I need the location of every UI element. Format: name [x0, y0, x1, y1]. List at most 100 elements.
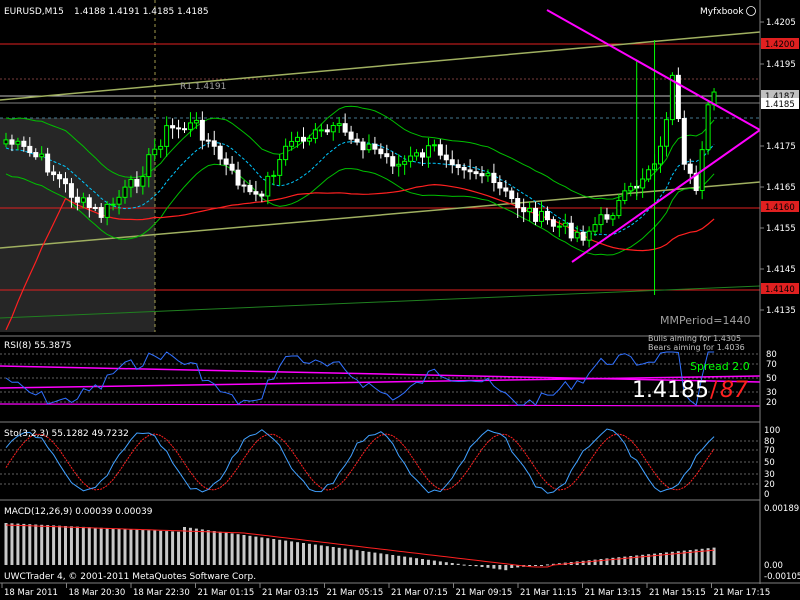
macd-bar	[93, 527, 97, 565]
macd-bar	[254, 536, 258, 565]
macd-bar	[706, 548, 710, 565]
stochastic-tick-label: 30	[764, 470, 775, 480]
macd-bar	[325, 546, 329, 565]
macd-bar	[480, 565, 484, 567]
candle-body	[110, 203, 116, 206]
macd-bar	[432, 560, 436, 565]
stochastic-tick-label: 50	[764, 458, 775, 468]
macd-bar	[4, 523, 8, 565]
macd-pane[interactable]: MACD(12,26,9) 0.00039 0.00039 UWCTrader …	[0, 501, 760, 582]
candle-body	[705, 104, 711, 151]
macd-bar	[474, 565, 478, 567]
candle-body	[431, 144, 437, 147]
macd-bar	[224, 532, 228, 565]
macd-bar	[69, 526, 73, 565]
time-tick-label: 21 Mar 13:15	[585, 588, 642, 598]
channel-lower-line	[0, 181, 761, 249]
macd-tick-label: -0.00105	[764, 572, 800, 582]
candle-body	[68, 183, 74, 198]
candle-body	[170, 125, 176, 129]
macd-bar	[456, 563, 460, 565]
pivot-r1-label: R1 1.4191	[180, 82, 226, 92]
candle-body	[515, 198, 521, 209]
macd-bar	[486, 565, 490, 568]
candle-body	[562, 222, 568, 227]
candle-body	[265, 175, 271, 197]
big-price-separator: /	[710, 378, 718, 403]
macd-bar	[599, 559, 603, 565]
candle-body	[479, 173, 485, 177]
rsi-tick-label: 70	[766, 360, 777, 370]
candle-body	[568, 222, 574, 239]
moving-average-dashed	[5, 141, 715, 236]
stochastic-tick-label: 80	[764, 437, 775, 447]
main-price-pane[interactable]: EURUSD,M15 1.4188 1.4191 1.4185 1.4185 M…	[0, 0, 800, 336]
price-tag-label: 1.4160	[765, 203, 795, 213]
rsi-trendline-base	[0, 403, 761, 407]
macd-bar	[236, 534, 240, 565]
macd-bar	[415, 558, 419, 565]
candle-body	[384, 153, 390, 158]
candle-body	[241, 184, 247, 187]
candle-body	[455, 164, 461, 168]
symbol-header: EURUSD,M15	[4, 7, 64, 17]
candle-body	[283, 145, 289, 161]
candle-body	[271, 174, 277, 177]
macd-bar	[141, 529, 145, 565]
candle-body	[187, 122, 193, 130]
candle-body	[610, 215, 616, 220]
price-axis[interactable]: 1.4205 1.4195 1.4175 1.4165 1.4155 1.4145 1.41…	[759, 0, 800, 584]
candle-body	[86, 197, 92, 208]
rsi-pane[interactable]: RSI(8) 55.3875 Bulls aiming for 1.4305 B…	[0, 334, 761, 421]
ohlc-values: 1.4188 1.4191 1.4185 1.4185	[74, 7, 209, 17]
stochastic-main-line	[5, 428, 715, 494]
candle-body	[205, 139, 211, 142]
macd-bar	[450, 563, 454, 565]
price-tag	[761, 201, 799, 212]
macd-bar	[302, 543, 305, 565]
macd-bar	[379, 553, 383, 565]
macd-bar	[617, 557, 621, 565]
macd-bar	[22, 523, 26, 565]
candle-body	[503, 187, 509, 192]
time-tick-label: 21 Mar 09:15	[456, 588, 513, 598]
candle-body	[104, 203, 110, 218]
copyright-text: UWCTrader 4, © 2001-2011 MetaQuotes Soft…	[4, 572, 256, 582]
candle-body	[128, 179, 134, 188]
candle-body	[45, 153, 51, 173]
macd-bar	[540, 565, 543, 566]
time-tick-label: 21 Mar 01:15	[198, 588, 255, 598]
macd-bar	[605, 558, 609, 565]
candle-body	[485, 172, 491, 177]
macd-bar	[177, 531, 181, 565]
mm-period-label: MMPeriod=1440	[660, 314, 751, 327]
candle-body	[449, 159, 455, 166]
candle-body	[330, 125, 336, 133]
macd-bar	[641, 554, 645, 565]
macd-bar	[682, 550, 686, 565]
stochastic-pane[interactable]: Sto(3,2,3) 55.1282 49.7232	[0, 423, 760, 499]
macd-bar	[611, 557, 615, 565]
macd-bar	[355, 550, 359, 565]
macd-bar	[183, 527, 186, 565]
candle-body	[414, 152, 420, 157]
stochastic-tick-label: 100	[764, 426, 780, 436]
candle-body	[158, 145, 164, 150]
macd-bar	[81, 526, 85, 565]
channel-upper-line	[0, 31, 761, 101]
price-tag	[761, 90, 799, 101]
macd-bar	[272, 539, 276, 565]
macd-bar	[171, 531, 175, 565]
candle-body	[521, 207, 527, 213]
candle-body	[372, 143, 378, 150]
macd-bar	[248, 535, 252, 565]
macd-bar	[426, 559, 430, 565]
candle-body	[681, 118, 687, 165]
candle-body	[80, 197, 86, 203]
macd-bar	[337, 547, 341, 565]
stochastic-tick-label: 70	[764, 446, 775, 456]
candle-body	[533, 207, 539, 222]
macd-bar	[409, 557, 413, 565]
spread-text: Spread 2.0	[690, 360, 750, 373]
